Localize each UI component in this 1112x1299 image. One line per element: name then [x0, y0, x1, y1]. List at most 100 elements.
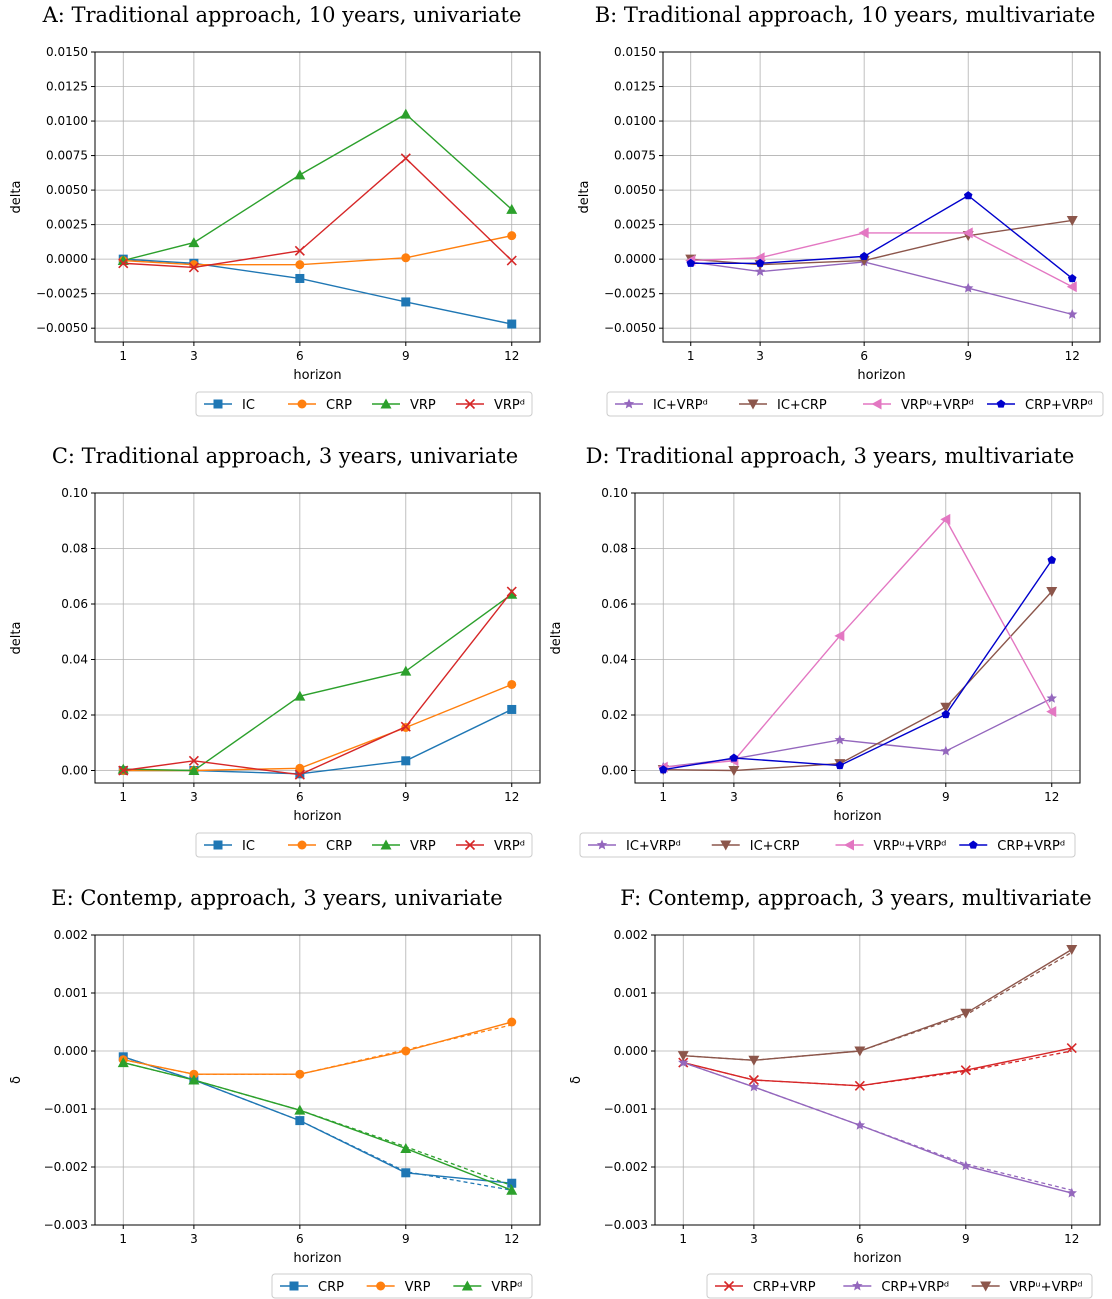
series-line: [690, 261, 1073, 316]
x-tick-label: 6: [296, 1232, 304, 1246]
legend-label: VRPᵈ: [494, 398, 525, 413]
legend-marker: [213, 840, 223, 850]
series-vrpu-plus-vrpd: [657, 513, 1057, 773]
x-tick-label: 1: [119, 790, 127, 804]
x-tick-label: 3: [190, 790, 198, 804]
legend-label: VRPᵘ+VRPᵈ: [901, 398, 974, 413]
data-point: [507, 1178, 517, 1188]
data-point: [858, 227, 869, 239]
x-tick-label: 1: [659, 790, 667, 804]
y-tick-label: 0.000: [614, 1044, 648, 1058]
legend-marker: [297, 399, 307, 409]
data-point: [658, 765, 668, 774]
series-line: [663, 559, 1053, 771]
legend-label: CRP: [326, 398, 352, 413]
series-ic: [118, 254, 517, 329]
y-tick-label: 0.0050: [614, 183, 656, 197]
x-axis-label: horizon: [853, 1251, 901, 1266]
x-tick-label: 12: [1064, 1232, 1079, 1246]
legend-entry-crp-plus-vrpd: CRP+VRPᵈ: [843, 1280, 949, 1295]
data-point: [400, 1142, 412, 1153]
data-point: [854, 1046, 866, 1057]
data-point: [859, 251, 869, 261]
y-tick-label: 0.0100: [614, 114, 656, 128]
data-point: [506, 586, 517, 597]
y-axis-label: δ: [569, 1076, 584, 1084]
x-axis-label: horizon: [833, 809, 881, 824]
series-vrp: [117, 108, 518, 266]
data-point: [295, 1116, 305, 1126]
x-tick-label: 12: [1044, 790, 1059, 804]
data-point: [294, 690, 306, 701]
data-point: [506, 1184, 518, 1195]
legend-marker: [380, 839, 392, 850]
x-tick-label: 9: [964, 349, 972, 363]
y-axis-label: delta: [9, 181, 24, 214]
legend-marker: [596, 839, 608, 850]
plot-frame: [654, 934, 1101, 1226]
x-tick-label: 12: [504, 790, 519, 804]
y-tick-label: 0.06: [601, 597, 628, 611]
x-axis-label: horizon: [293, 1251, 341, 1266]
legend-marker: [747, 399, 759, 410]
data-point: [188, 1074, 200, 1085]
data-point: [960, 1065, 971, 1076]
series-line: [683, 1061, 1072, 1194]
data-point: [1047, 555, 1057, 564]
data-point: [400, 721, 411, 732]
data-point: [677, 1051, 689, 1062]
y-tick-label: 0.0150: [614, 45, 656, 59]
data-point: [117, 255, 129, 266]
legend: IC CRP VRP VRPᵈ: [195, 832, 533, 858]
y-tick-label: 0.000: [54, 1044, 88, 1058]
data-point: [748, 1081, 760, 1092]
legend-label: CRP+VRPᵈ: [997, 839, 1065, 854]
legend-label: VRP: [410, 398, 436, 413]
data-point: [1067, 308, 1078, 319]
legend-label: VRPᵈ: [491, 1280, 522, 1295]
legend-marker: [852, 1280, 863, 1291]
y-tick-label: −0.0025: [604, 287, 656, 301]
data-point: [1066, 1187, 1077, 1198]
data-point: [506, 203, 518, 214]
legend-box: [706, 1273, 1093, 1299]
series-ic-plus-vrpd: [685, 256, 1078, 319]
data-point: [400, 665, 412, 676]
data-point: [940, 745, 952, 756]
panel-f: F: Contemp, approach, 3 years, multivari…: [569, 886, 1101, 1299]
x-tick-label: 6: [296, 349, 304, 363]
y-axis-label: delta: [9, 622, 24, 655]
y-tick-label: 0.10: [61, 486, 88, 500]
data-point: [188, 765, 200, 776]
legend-entry-vrpu-plus-vrpd: VRPᵘ+VRPᵈ: [835, 839, 946, 854]
y-tick-label: 0.00: [61, 764, 88, 778]
y-tick-label: 0.0000: [46, 252, 88, 266]
x-tick-label: 3: [190, 349, 198, 363]
legend-marker: [996, 399, 1006, 408]
y-tick-label: 0.0075: [614, 149, 656, 163]
x-tick-label: 9: [402, 349, 410, 363]
chart-title: B: Traditional approach, 10 years, multi…: [595, 3, 1096, 27]
data-point: [506, 255, 517, 266]
data-point: [295, 260, 305, 270]
data-point: [401, 1168, 411, 1178]
data-point: [295, 1069, 305, 1079]
data-point: [1066, 945, 1078, 955]
series-line: [123, 593, 513, 772]
legend-entry-vrpu-plus-vrpd: VRPᵘ+VRPᵈ: [971, 1280, 1083, 1295]
x-tick-label: 12: [1065, 349, 1080, 363]
data-point: [940, 702, 952, 713]
data-point: [188, 262, 199, 273]
data-point: [295, 763, 305, 773]
data-point: [834, 630, 845, 642]
data-point: [507, 679, 517, 689]
legend-marker: [464, 398, 476, 410]
data-point: [728, 766, 740, 777]
legend-entry-vrp: VRP: [372, 398, 436, 413]
legend-entry-vrp: VRP: [372, 839, 436, 854]
legend-entry-vrp: VRP: [366, 1280, 431, 1295]
x-tick-label: 1: [119, 349, 127, 363]
data-point: [686, 258, 696, 267]
y-tick-label: −0.0050: [36, 321, 88, 335]
